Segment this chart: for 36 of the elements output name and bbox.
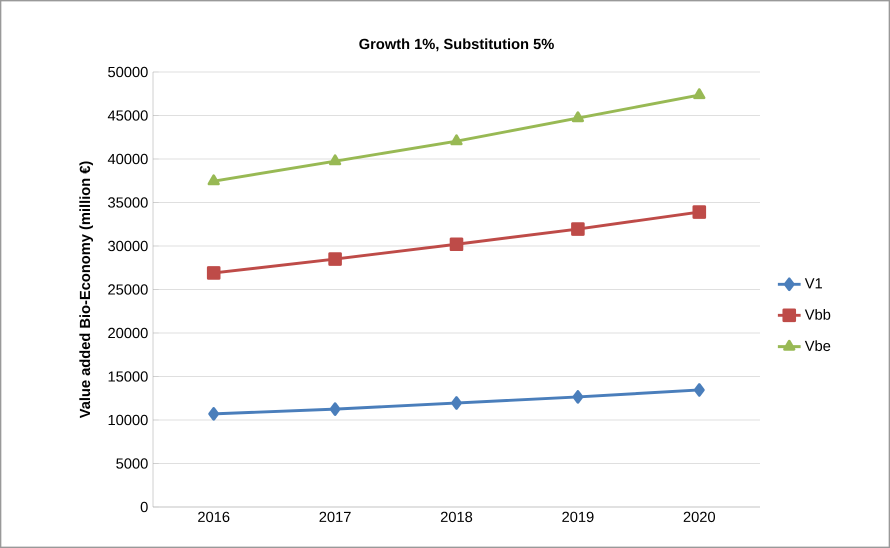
point (329, 154, 342, 166)
point (571, 222, 585, 236)
point (572, 390, 584, 404)
y-axis-title: Value added Bio-Economy (million €) (79, 161, 94, 418)
point (208, 174, 220, 186)
legend-label: Vbb (804, 309, 830, 320)
y-tick-label: 45000 (108, 110, 148, 121)
point (328, 252, 342, 266)
y-tick-label: 10000 (108, 414, 148, 426)
y-tick-label: 50000 (108, 66, 148, 78)
y-tick-label: 25000 (108, 284, 148, 295)
chart-title: Growth 1%, Substitution 5% (359, 38, 554, 52)
point (692, 205, 706, 219)
point (451, 396, 462, 410)
y-tick-label: 30000 (108, 240, 148, 252)
x-tick-label: 2018 (440, 512, 472, 522)
point (330, 402, 341, 416)
x-tick-label: 2016 (198, 512, 230, 522)
legend-label: Vbe (804, 340, 830, 352)
y-tick-label: 5000 (116, 458, 148, 469)
point (450, 134, 463, 146)
x-tick-label: 2017 (320, 512, 351, 522)
point (206, 266, 221, 280)
y-tick-label: 40000 (108, 154, 148, 164)
point (693, 88, 706, 100)
point (450, 237, 464, 252)
x-tick-label: 2019 (562, 512, 594, 522)
y-tick-label: 20000 (108, 328, 148, 338)
y-tick-label: 0 (140, 502, 148, 512)
y-tick-label: 35000 (108, 197, 148, 208)
point (208, 407, 220, 421)
point (694, 383, 705, 397)
legend-label: V1 (804, 278, 822, 288)
point (572, 111, 584, 122)
y-tick-label: 15000 (108, 371, 148, 382)
x-tick-label: 2020 (684, 512, 716, 522)
